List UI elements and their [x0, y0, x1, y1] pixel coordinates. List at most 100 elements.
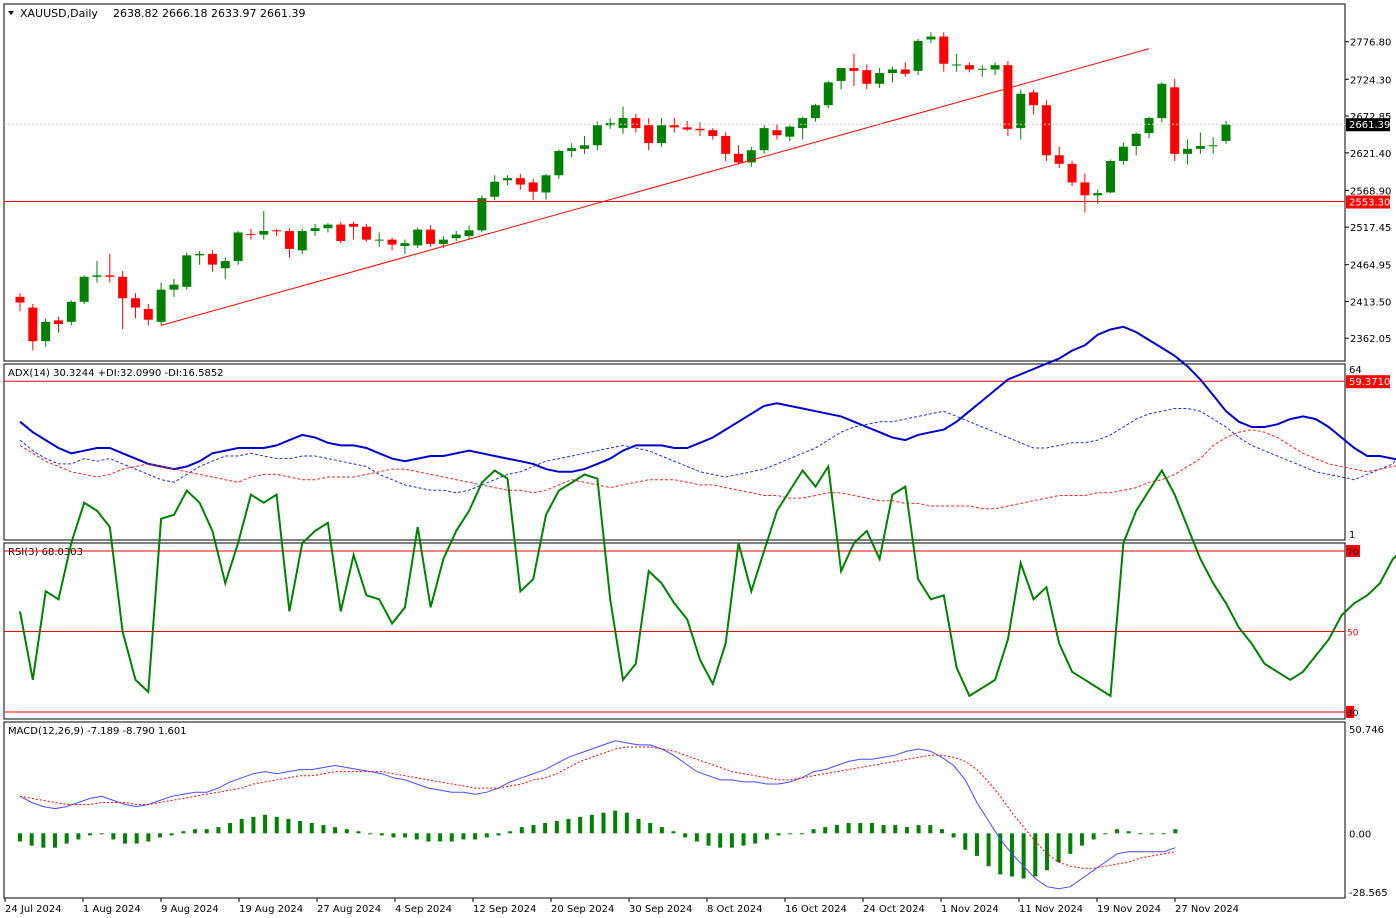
- candle-body: [1170, 87, 1180, 154]
- macd-histogram-bar: [193, 829, 198, 834]
- macd-line: [19, 740, 1176, 890]
- candle-body: [349, 223, 359, 227]
- date-label: 30 Sep 2024: [629, 904, 692, 915]
- macd-histogram-bar: [181, 831, 186, 834]
- adx-axis-bottom: 1: [1349, 530, 1355, 541]
- macd-histogram-bar: [589, 814, 594, 834]
- date-label: 8 Oct 2024: [707, 904, 762, 915]
- candle-body: [130, 298, 140, 308]
- candle-body: [952, 64, 962, 66]
- candle-body: [1054, 155, 1064, 164]
- candle-body: [977, 68, 987, 70]
- macd-histogram-bar: [321, 825, 326, 834]
- candle-body: [118, 276, 128, 299]
- candle-body: [195, 253, 205, 256]
- candle-body: [554, 150, 564, 176]
- macd-histogram-bar: [729, 833, 734, 848]
- macd-histogram-bar: [88, 833, 93, 836]
- candle-body: [41, 321, 51, 342]
- macd-histogram-bar: [753, 833, 758, 844]
- candle-body: [1080, 182, 1090, 196]
- candle-body: [1221, 124, 1231, 141]
- price-axis-label: 2568.90: [1350, 186, 1391, 197]
- candle-body: [426, 229, 436, 244]
- support-tag-text: 2553.30: [1349, 198, 1390, 209]
- candle-body: [15, 296, 25, 303]
- macd-histogram-bar: [344, 829, 349, 834]
- candle-body: [515, 178, 525, 185]
- adx-pane[interactable]: ADX(14) 30.3244 +DI:32.0990 -DI:16.5852 …: [3, 325, 1396, 541]
- macd-histogram-bar: [881, 825, 886, 834]
- macd-histogram-bar: [298, 820, 303, 834]
- candle-body: [1131, 133, 1141, 146]
- candle-body: [759, 128, 769, 151]
- candle-body: [169, 284, 179, 290]
- macd-histogram-bar: [963, 833, 968, 850]
- candle-body: [374, 239, 384, 241]
- rsi-tag-70-text: 70: [1347, 548, 1359, 558]
- candle-body: [1208, 145, 1218, 147]
- candle-body: [580, 145, 590, 149]
- macd-histogram-bar: [403, 833, 408, 838]
- macd-histogram-bar: [648, 823, 653, 834]
- candles-group: [15, 32, 1231, 351]
- macd-histogram-bar: [1009, 833, 1014, 877]
- candle-body: [336, 224, 346, 242]
- macd-label: MACD(12,26,9) -7.189 -8.790 1.601: [8, 726, 187, 737]
- macd-histogram-bar: [834, 825, 839, 834]
- candle-body: [592, 125, 602, 146]
- candle-body: [926, 36, 936, 40]
- price-axis: 2776.80 2724.30 2672.85 2621.40 2568.90 2517.…: [1345, 38, 1391, 345]
- candle-body: [785, 126, 795, 137]
- date-label: 19 Nov 2024: [1097, 904, 1161, 915]
- candle-body: [733, 153, 743, 163]
- candle-body: [772, 130, 782, 136]
- candle-body: [605, 123, 615, 126]
- symbol-label: XAUUSD,Daily: [20, 7, 98, 20]
- candle-body: [708, 130, 718, 136]
- macd-histogram-bar: [274, 816, 279, 834]
- macd-histogram-bar: [41, 833, 46, 848]
- candle-body: [1067, 163, 1077, 183]
- price-axis-label: 2672.85: [1350, 112, 1391, 123]
- price-axis-label: 2724.30: [1350, 75, 1391, 86]
- candle-body: [105, 275, 115, 277]
- candle-body: [836, 68, 846, 81]
- macd-histogram-bar: [414, 833, 419, 840]
- macd-histogram-bar: [799, 833, 804, 835]
- rsi-tag-30-text: 30: [1347, 709, 1359, 719]
- macd-histogram-bar: [823, 827, 828, 834]
- candle-body: [438, 239, 448, 244]
- candle-body: [567, 148, 577, 151]
- date-axis: 24 Jul 2024 1 Aug 2024 9 Aug 2024 19 Aug 20…: [4, 898, 1239, 915]
- macd-histogram-bar: [123, 833, 128, 844]
- macd-histogram-bar: [379, 833, 384, 836]
- price-pane[interactable]: XAUUSD,Daily 2638.82 2666.18 2633.97 266…: [3, 3, 1391, 362]
- macd-histogram-bar: [706, 833, 711, 846]
- macd-histogram-bar: [134, 833, 139, 844]
- macd-pane[interactable]: MACD(12,26,9) -7.189 -8.790 1.601 50.746…: [3, 721, 1388, 899]
- candle-body: [823, 82, 833, 106]
- candle-body: [1029, 92, 1039, 106]
- macd-histogram-bar: [788, 833, 793, 835]
- price-axis-label: 2621.40: [1350, 149, 1391, 160]
- date-label: 24 Oct 2024: [863, 904, 925, 915]
- macd-histogram-bar: [543, 823, 548, 834]
- macd-histogram-bar: [64, 833, 69, 844]
- candle-body: [1003, 65, 1013, 129]
- macd-histogram-bar: [951, 833, 956, 838]
- date-label: 16 Oct 2024: [785, 904, 847, 915]
- macd-histogram-bar: [356, 831, 361, 834]
- window-menu-arrow-icon[interactable]: [8, 11, 14, 15]
- trendline[interactable]: [160, 48, 1150, 326]
- candle-body: [875, 73, 885, 84]
- candle-body: [272, 230, 282, 232]
- rsi-pane[interactable]: RSI(3) 68.0303 70 50 30: [3, 463, 1396, 720]
- date-label: 27 Aug 2024: [317, 904, 381, 915]
- price-axis-label: 2464.95: [1350, 261, 1391, 272]
- date-label: 20 Sep 2024: [551, 904, 614, 915]
- candle-body: [1144, 118, 1154, 134]
- rsi-tag-30: [1346, 706, 1354, 718]
- macd-histogram-bar: [239, 818, 244, 834]
